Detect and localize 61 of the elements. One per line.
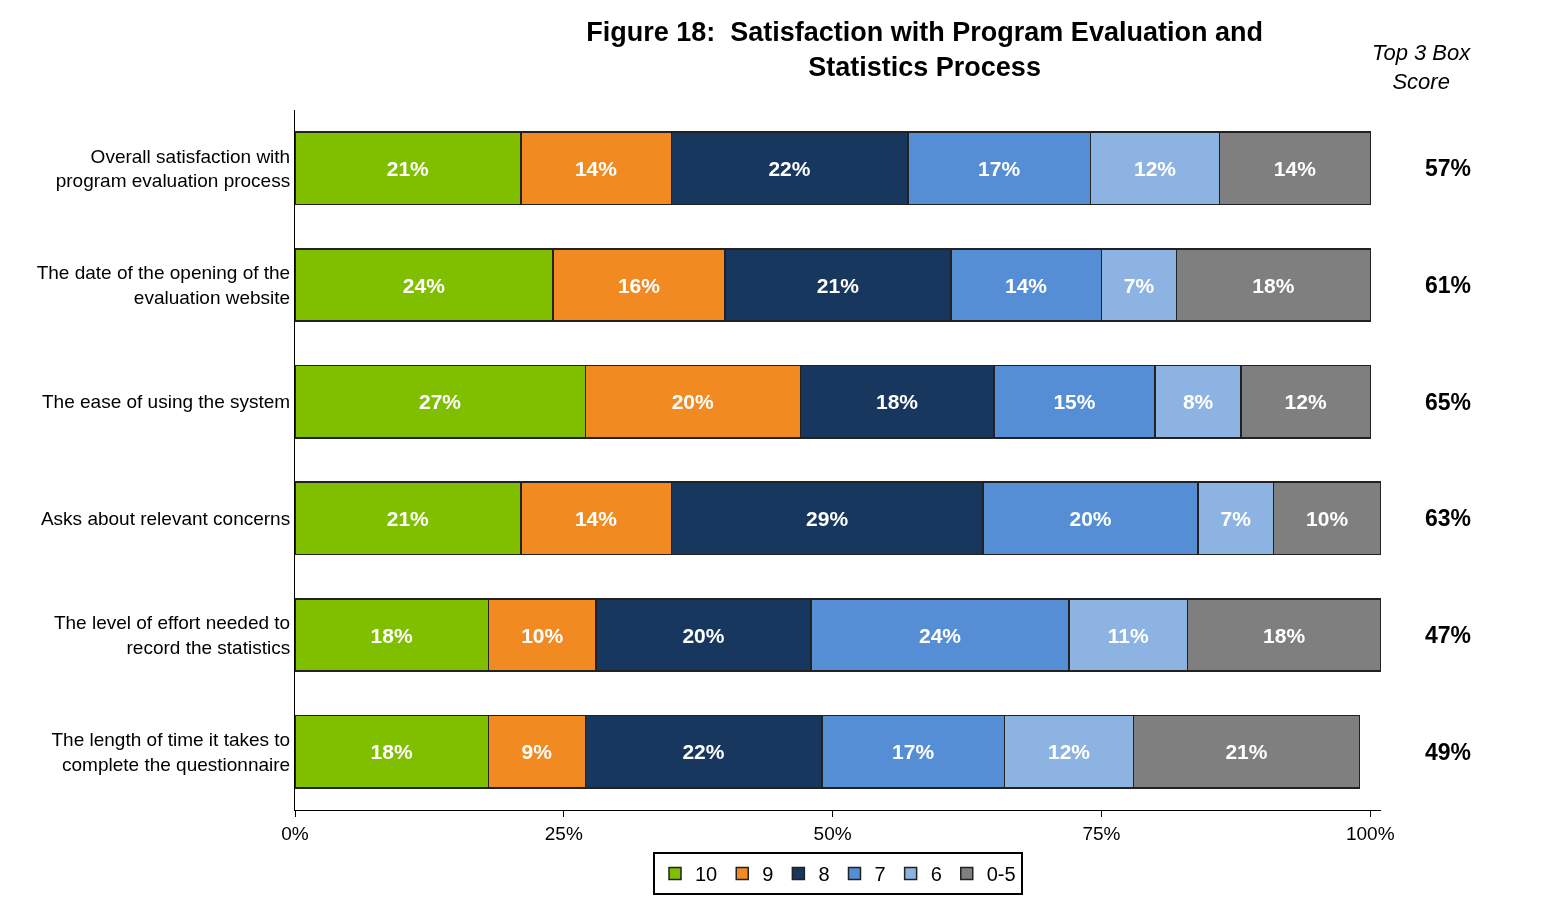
text: Top 3 Box Score [1372, 40, 1472, 94]
data-label: 24% [402, 273, 446, 297]
text: 47% [1425, 622, 1472, 648]
data-label: 16% [617, 273, 661, 297]
data-label: 17% [892, 740, 935, 764]
y-tick-label: Asks about relevant concerns [40, 507, 291, 529]
x-tick-label: 50% [813, 822, 852, 844]
legend-label: 7 [874, 863, 886, 886]
data-label: 8% [1182, 390, 1214, 414]
data-label: 18% [1252, 273, 1295, 297]
data-label: 21% [386, 156, 430, 180]
y-tick-label: The ease of using the system [42, 391, 291, 413]
data-label: 7% [1220, 506, 1252, 530]
data-label: 10% [1306, 506, 1349, 530]
data-label: 27% [418, 390, 462, 414]
data-label: 18% [875, 390, 919, 414]
data-label: 14% [574, 506, 618, 530]
data-label: 22% [768, 156, 811, 180]
chart-title: Figure 18: Satisfaction with Program Evaluation and Statistics Process [586, 16, 1263, 82]
data-label: 21% [1225, 740, 1268, 764]
data-label: 22% [682, 740, 725, 764]
data-label: 11% [1107, 623, 1149, 647]
y-tick-label: The date of the opening of the evaluation website [36, 262, 291, 308]
data-label: 21% [386, 506, 430, 530]
text: 61% [1425, 272, 1472, 298]
data-label: 15% [1053, 390, 1096, 414]
x-tick-label: 100% [1345, 822, 1395, 844]
x-tick-label: 0% [281, 822, 309, 844]
y-tick-label: The length of time it takes to complete the questionnaire [51, 728, 291, 775]
data-label: 18% [370, 623, 413, 647]
data-label: 14% [1273, 156, 1317, 180]
y-tick-label: Overall satisfaction with program evaluation process [55, 145, 291, 192]
legend-label: 8 [818, 863, 830, 886]
text: 63% [1425, 505, 1472, 531]
legend-label: 0-5 [986, 863, 1016, 886]
legend-label: 9 [762, 863, 774, 886]
data-label: 7% [1123, 273, 1155, 297]
data-label: 12% [1048, 740, 1091, 764]
data-label: 20% [682, 623, 725, 647]
data-label: 29% [806, 506, 849, 530]
data-label: 17% [978, 156, 1021, 180]
data-label: 18% [370, 740, 413, 764]
data-label: 20% [1069, 506, 1112, 530]
y-tick-label: The level of effort needed to record the statistics [53, 612, 291, 658]
data-label: 12% [1134, 156, 1177, 180]
data-label: 10% [521, 623, 564, 647]
data-label: 14% [574, 156, 618, 180]
x-tick-label: 25% [544, 822, 583, 844]
x-tick-label: 75% [1082, 822, 1121, 844]
data-label: 14% [1004, 273, 1048, 297]
legend-label: 10 [695, 863, 718, 886]
data-label: 20% [671, 390, 715, 414]
text: 49% [1425, 739, 1472, 765]
data-label: 21% [816, 273, 860, 297]
text: 57% [1425, 155, 1472, 181]
data-label: 9% [521, 740, 553, 764]
data-label: 24% [918, 623, 962, 647]
data-label: 18% [1263, 623, 1306, 647]
text: 65% [1425, 389, 1472, 415]
data-label: 12% [1284, 390, 1327, 414]
legend-label: 6 [930, 863, 942, 886]
